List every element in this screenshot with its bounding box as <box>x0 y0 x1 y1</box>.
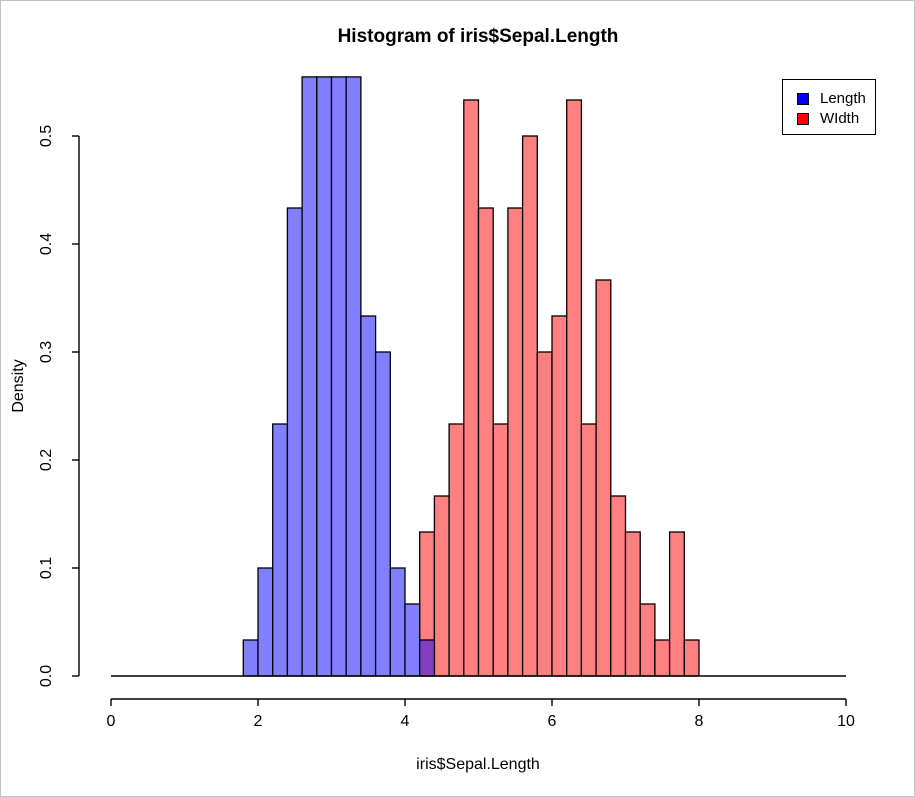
y-tick-label: 0.3 <box>38 340 55 364</box>
blue-histogram-bar <box>330 76 347 677</box>
blue-histogram-bar <box>301 76 318 677</box>
legend-swatch-red <box>797 113 809 125</box>
x-tick-label: 10 <box>837 713 855 730</box>
blue-histogram-bar <box>345 76 362 677</box>
red-histogram-bar <box>624 531 641 677</box>
red-histogram-bar <box>551 315 568 677</box>
red-histogram-bar <box>595 279 612 677</box>
x-tick-label: 6 <box>547 713 557 730</box>
red-histogram-bar <box>433 495 450 677</box>
x-tick-label: 8 <box>694 713 704 730</box>
legend-label: WIdth <box>820 110 860 127</box>
blue-histogram-bar <box>360 315 377 677</box>
y-tick-label: 0.5 <box>38 124 55 148</box>
x-tick-label: 0 <box>106 713 116 730</box>
red-histogram-bar <box>521 135 538 677</box>
red-histogram-bar <box>448 423 465 677</box>
blue-histogram-bar <box>242 639 259 677</box>
blue-histogram-bar <box>257 567 274 677</box>
red-histogram-bar <box>566 99 583 677</box>
y-tick-label: 0.4 <box>38 232 55 256</box>
red-histogram-bar <box>477 207 494 677</box>
y-tick-label: 0.2 <box>38 448 55 472</box>
x-tick-label: 4 <box>400 713 410 730</box>
blue-histogram-bar <box>389 567 406 677</box>
red-histogram-bar <box>654 639 671 677</box>
legend-swatch-blue <box>797 93 809 105</box>
red-histogram-bar <box>492 423 509 677</box>
blue-histogram-bar <box>419 639 436 677</box>
red-histogram-bar <box>668 531 685 677</box>
red-histogram-bar <box>610 495 627 677</box>
blue-histogram-bar <box>272 423 289 677</box>
red-histogram-bar <box>683 639 700 677</box>
y-tick-label: 0.0 <box>38 664 55 688</box>
legend-label: Length <box>820 90 866 107</box>
red-histogram-bar <box>580 423 597 677</box>
blue-histogram-bar <box>404 603 421 677</box>
x-axis-title: iris$Sepal.Length <box>416 756 540 773</box>
red-histogram-bar <box>463 99 480 677</box>
legend-entry-width: WIdth <box>797 110 860 127</box>
legend-box: Length WIdth <box>782 79 876 135</box>
red-histogram-bar <box>536 351 553 677</box>
chart-title: Histogram of iris$Sepal.Length <box>337 26 619 47</box>
x-tick-label: 2 <box>253 713 263 730</box>
blue-histogram-bar <box>316 76 333 677</box>
legend-entry-length: Length <box>797 90 866 107</box>
red-histogram-bar <box>507 207 524 677</box>
blue-histogram-bar <box>286 207 303 677</box>
red-histogram-bar <box>639 603 656 677</box>
y-tick-label: 0.1 <box>38 556 55 580</box>
y-axis-title: Density <box>10 359 27 413</box>
blue-histogram-bar <box>374 351 391 677</box>
